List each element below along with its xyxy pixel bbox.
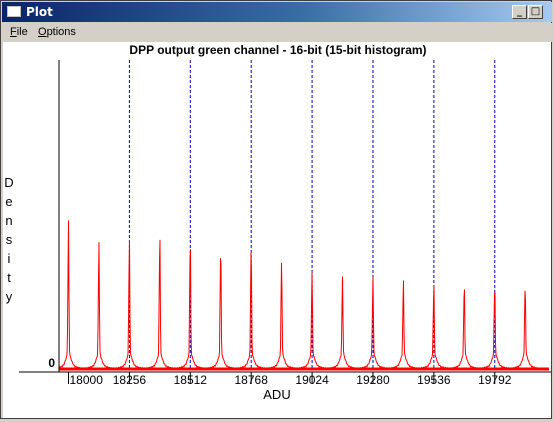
y-axis-label-char: n: [5, 213, 12, 228]
grid-lines: [128, 60, 496, 370]
minimize-button[interactable]: _: [512, 5, 527, 19]
histogram-chart: DPP output green channel - 16-bit (15-bi…: [4, 43, 551, 402]
x-tick-label: 19792: [478, 373, 512, 387]
series-line: [58, 220, 550, 371]
window-title: Plot: [26, 5, 53, 19]
y-axis-label-char: y: [6, 289, 13, 304]
chart-title: DPP output green channel - 16-bit (15-bi…: [129, 43, 426, 57]
x-tick-label: 19024: [295, 373, 329, 387]
x-axis-label: ADU: [263, 387, 290, 402]
axes: [19, 60, 551, 373]
window-icon[interactable]: [7, 6, 21, 17]
x-ticks: 18000 18256 18512 18768 19024 19280 19536 19792: [68, 372, 512, 387]
y-axis-label-char: s: [6, 232, 13, 247]
y-axis-label-char: t: [7, 270, 11, 285]
x-tick-label: 19280: [356, 373, 390, 387]
plot-area: DPP output green channel - 16-bit (15-bi…: [3, 42, 551, 418]
y-tick-label-0: 0: [48, 356, 55, 370]
y-axis-label-char: i: [8, 251, 11, 266]
x-tick-label: 18000: [70, 373, 104, 387]
x-tick-label: 19536: [417, 373, 451, 387]
menu-bar: File Options: [2, 23, 552, 42]
series-line-group: [58, 220, 550, 371]
title-bar[interactable]: Plot _ □: [2, 2, 552, 22]
x-tick-label: 18256: [113, 373, 147, 387]
maximize-button[interactable]: □: [528, 5, 543, 19]
y-axis-label-char: D: [4, 175, 13, 190]
x-tick-label: 18512: [174, 373, 208, 387]
close-button-spacer: [544, 5, 552, 19]
menu-options[interactable]: Options: [38, 26, 76, 38]
menu-file[interactable]: File: [10, 26, 28, 38]
y-axis-label-char: e: [5, 194, 12, 209]
x-tick-label: 18768: [235, 373, 269, 387]
